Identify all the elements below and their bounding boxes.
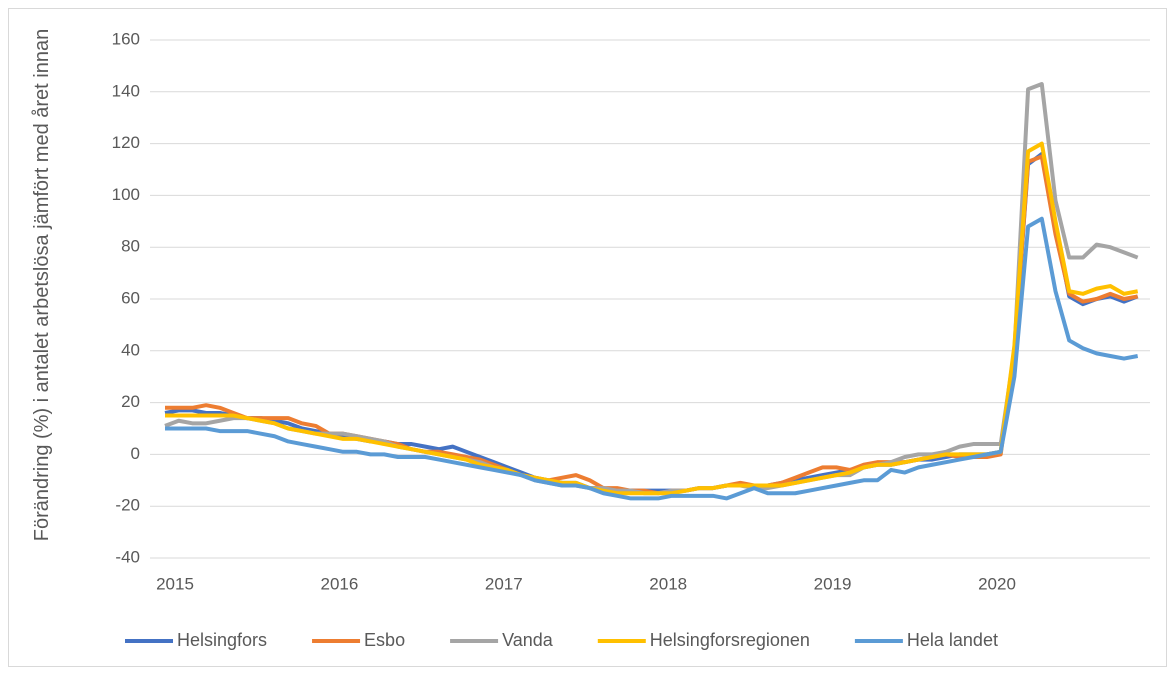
x-tick-label: 2017 xyxy=(485,574,523,593)
y-tick-label: 40 xyxy=(121,340,140,359)
y-tick-label: -20 xyxy=(115,496,140,515)
x-tick-label: 2018 xyxy=(649,574,687,593)
y-tick-label: 60 xyxy=(121,288,140,307)
legend-label: Vanda xyxy=(502,630,554,650)
y-tick-label: 140 xyxy=(112,81,140,100)
y-tick-label: 100 xyxy=(112,185,140,204)
x-tick-label: 2019 xyxy=(814,574,852,593)
x-tick-label: 2015 xyxy=(156,574,194,593)
y-tick-label: 120 xyxy=(112,133,140,152)
series-line xyxy=(164,151,1139,493)
legend-label: Helsingfors xyxy=(177,630,267,650)
x-tick-label: 2016 xyxy=(320,574,358,593)
series-line xyxy=(165,216,1139,501)
y-axis-label: Förändring (%) i antalet arbetslösa jämf… xyxy=(31,28,53,542)
x-tick-label: 2020 xyxy=(978,574,1016,593)
legend-label: Esbo xyxy=(364,630,405,650)
legend-label: Helsingforsregionen xyxy=(650,630,810,650)
series-line xyxy=(165,141,1139,496)
y-tick-label: -40 xyxy=(115,547,140,566)
y-tick-label: 160 xyxy=(112,29,140,48)
y-tick-label: 20 xyxy=(121,392,140,411)
y-tick-label: 0 xyxy=(131,444,140,463)
legend-label: Hela landet xyxy=(907,630,998,650)
chart-border xyxy=(8,8,1167,667)
y-tick-label: 80 xyxy=(121,237,140,256)
